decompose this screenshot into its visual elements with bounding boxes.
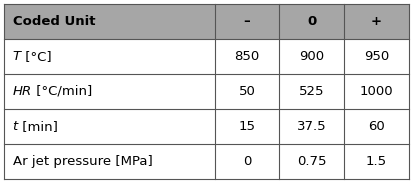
Bar <box>215 39 279 74</box>
Bar <box>215 144 279 179</box>
Text: 900: 900 <box>299 50 324 63</box>
Bar <box>344 39 409 74</box>
Bar <box>215 109 279 144</box>
Text: t: t <box>12 120 18 133</box>
Text: +: + <box>371 15 382 28</box>
Bar <box>279 74 344 109</box>
Bar <box>279 39 344 74</box>
Text: 60: 60 <box>368 120 385 133</box>
Bar <box>4 39 215 74</box>
Text: T: T <box>12 50 21 63</box>
Bar <box>215 4 279 39</box>
Bar <box>4 4 215 39</box>
Text: 950: 950 <box>364 50 389 63</box>
Text: 0: 0 <box>307 15 316 28</box>
Bar <box>279 4 344 39</box>
Text: [min]: [min] <box>18 120 58 133</box>
Text: 15: 15 <box>238 120 256 133</box>
Bar <box>344 74 409 109</box>
Bar <box>344 109 409 144</box>
Bar <box>279 144 344 179</box>
Text: 50: 50 <box>239 85 255 98</box>
Bar <box>215 74 279 109</box>
Bar <box>4 109 215 144</box>
Text: [°C/min]: [°C/min] <box>32 85 92 98</box>
Text: 1.5: 1.5 <box>366 155 387 168</box>
Bar <box>279 109 344 144</box>
Text: HR: HR <box>12 85 32 98</box>
Text: 525: 525 <box>299 85 325 98</box>
Text: 0.75: 0.75 <box>297 155 327 168</box>
Text: 1000: 1000 <box>360 85 393 98</box>
Text: Coded Unit: Coded Unit <box>12 15 95 28</box>
Bar <box>344 4 409 39</box>
Text: Ar jet pressure [MPa]: Ar jet pressure [MPa] <box>12 155 152 168</box>
Bar <box>4 74 215 109</box>
Text: 0: 0 <box>243 155 251 168</box>
Text: 37.5: 37.5 <box>297 120 327 133</box>
Text: 850: 850 <box>234 50 260 63</box>
Text: –: – <box>244 15 250 28</box>
Bar <box>4 144 215 179</box>
Text: [°C]: [°C] <box>21 50 51 63</box>
Bar <box>344 144 409 179</box>
